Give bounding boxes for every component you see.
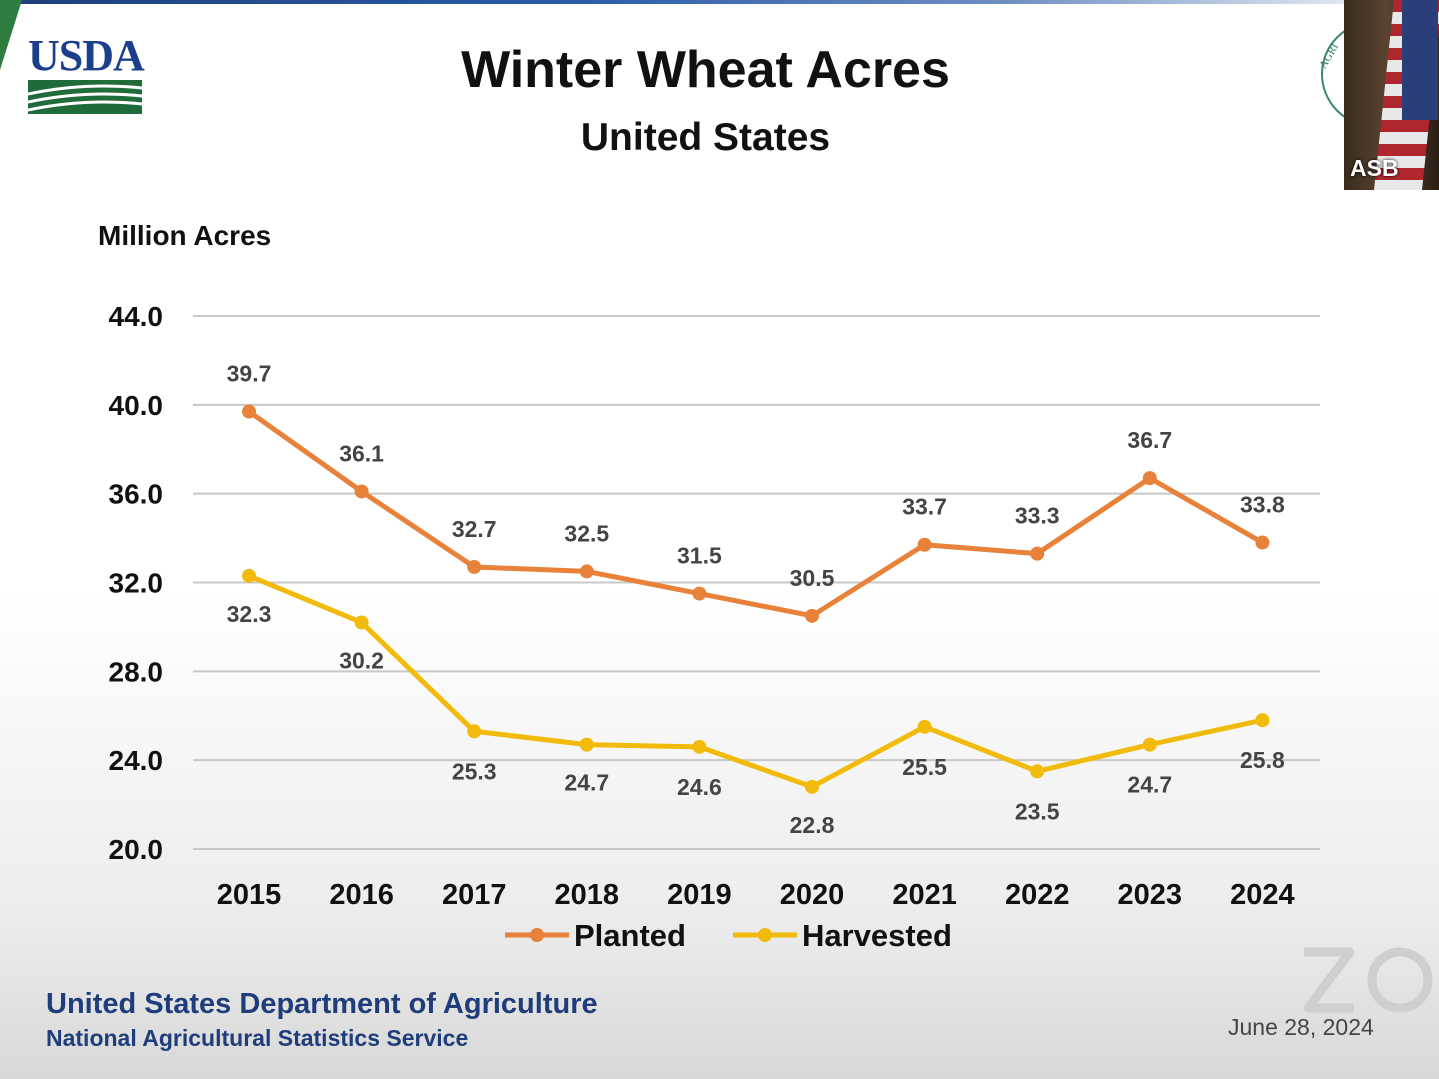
data-label-harvested: 24.7: [564, 770, 609, 796]
data-label-planted: 30.5: [790, 565, 835, 591]
x-tick-label: 2023: [1118, 879, 1183, 911]
zoom-watermark-icon: [1303, 947, 1433, 1013]
legend-label-harvested: Harvested: [802, 918, 952, 953]
data-label-harvested: 25.8: [1240, 747, 1285, 773]
data-label-harvested: 30.2: [339, 647, 384, 673]
x-tick-label: 2022: [1005, 879, 1070, 911]
participant-name: ASB: [1350, 155, 1399, 181]
data-point-harvested: [1030, 764, 1045, 779]
data-point-planted: [354, 484, 369, 499]
data-point-planted: [1255, 535, 1270, 550]
corner-accent: [0, 0, 22, 70]
data-label-planted: 39.7: [227, 360, 272, 386]
data-label-harvested: 32.3: [227, 601, 272, 627]
y-tick-label: 44.0: [109, 301, 164, 332]
data-label-planted: 36.1: [339, 440, 384, 466]
x-tick-label: 2024: [1230, 879, 1295, 911]
data-label-harvested: 22.8: [790, 812, 835, 838]
series-line-harvested: [248, 573, 1263, 790]
flag-canton: [1402, 0, 1438, 120]
x-tick-label: 2019: [667, 879, 732, 911]
data-label-harvested: 24.7: [1127, 772, 1172, 798]
data-point-harvested: [242, 568, 256, 583]
data-point-planted: [467, 559, 482, 574]
y-tick-label: 36.0: [109, 479, 164, 510]
data-point-planted: [579, 564, 594, 579]
series-line-planted: [247, 409, 1264, 619]
x-tick-label: 2018: [555, 879, 620, 911]
usda-logo-field-icon: [28, 80, 142, 114]
data-point-planted: [242, 404, 256, 419]
footer-agency: National Agricultural Statistics Service: [46, 1025, 469, 1051]
data-point-harvested: [467, 724, 482, 739]
nass-seal-icon: AGRI: [1317, 24, 1354, 124]
usda-logo: USDA: [28, 31, 145, 118]
data-label-harvested: 25.3: [452, 758, 497, 784]
data-point-harvested: [1255, 713, 1270, 728]
data-label-planted: 33.3: [1015, 503, 1060, 529]
data-label-harvested: 23.5: [1015, 798, 1060, 824]
footer-organization: United States Department of Agriculture: [46, 988, 598, 1020]
chart-title: Winter Wheat Acres: [461, 41, 950, 99]
data-point-harvested: [805, 779, 819, 794]
data-label-planted: 33.7: [902, 494, 947, 520]
data-label-harvested: 25.5: [902, 754, 947, 780]
x-tick-label: 2015: [217, 879, 282, 911]
y-tick-label: 40.0: [109, 390, 164, 421]
legend-label-planted: Planted: [574, 918, 686, 953]
slide-date: June 28, 2024: [1228, 1014, 1374, 1040]
data-point-harvested: [579, 737, 594, 752]
x-tick-label: 2020: [780, 879, 845, 911]
legend-marker-harvested: [758, 928, 772, 942]
participant-video-tile[interactable]: ASB: [1344, 0, 1439, 190]
data-label-planted: 36.7: [1127, 427, 1172, 453]
data-point-harvested: [1142, 737, 1157, 752]
data-point-planted: [917, 537, 932, 552]
data-label-planted: 33.8: [1240, 492, 1285, 518]
x-tick-label: 2017: [442, 879, 507, 911]
data-point-harvested: [917, 719, 932, 734]
data-point-planted: [692, 586, 707, 601]
chart-subtitle: United States: [580, 116, 831, 159]
legend-marker-planted: [530, 928, 544, 942]
data-point-planted: [805, 608, 819, 623]
data-point-harvested: [354, 615, 369, 630]
y-tick-label: 20.0: [109, 834, 164, 865]
data-label-planted: 31.5: [677, 543, 722, 569]
data-point-planted: [1030, 546, 1045, 561]
data-point-harvested: [692, 739, 707, 754]
x-tick-label: 2016: [329, 879, 394, 911]
y-tick-label: 28.0: [109, 656, 164, 687]
x-tick-label: 2021: [892, 879, 957, 911]
y-tick-label: 32.0: [109, 568, 164, 599]
usda-logo-text: USDA: [28, 31, 145, 80]
y-tick-label: 24.0: [109, 745, 164, 776]
y-axis-label: Million Acres: [98, 220, 271, 251]
data-label-planted: 32.5: [564, 520, 609, 546]
top-color-band: [0, 0, 1439, 4]
data-point-planted: [1142, 471, 1157, 486]
data-label-planted: 32.7: [452, 516, 497, 542]
data-label-harvested: 24.6: [677, 774, 722, 800]
